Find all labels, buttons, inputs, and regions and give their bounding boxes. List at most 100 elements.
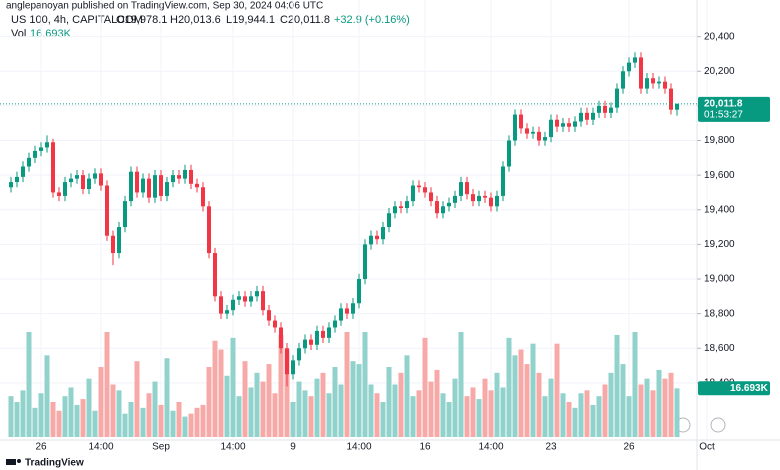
candle-body (555, 119, 559, 127)
candle-body (195, 183, 199, 188)
candle-body (615, 88, 619, 108)
volume-bar (272, 393, 278, 437)
x-tick-label: Oct (699, 442, 715, 453)
candle-body (411, 185, 415, 202)
volume-bar (224, 375, 230, 437)
volume-bar (92, 410, 98, 437)
candle-body (249, 296, 253, 302)
candle-body (465, 182, 469, 195)
volume-bar (86, 378, 92, 437)
volume-bar (320, 372, 326, 437)
candle-body (129, 171, 133, 202)
volume-bar (626, 396, 632, 437)
candle-body (315, 330, 319, 345)
volume-bar (296, 381, 302, 437)
candle-body (213, 253, 217, 297)
candle-body (93, 173, 97, 179)
volume-bar (200, 404, 206, 437)
volume-bar (608, 372, 614, 437)
volume-bar (356, 364, 362, 437)
candle-body (207, 206, 211, 254)
x-tick-label: 26 (35, 442, 47, 453)
volume-bar (464, 396, 470, 437)
volume-bar (620, 364, 626, 437)
volume-bar (260, 381, 266, 437)
volume-bar (38, 393, 44, 437)
candle-body (135, 171, 139, 193)
volume-bar (518, 349, 524, 437)
candle-body (483, 195, 487, 198)
volume-bar (590, 404, 596, 437)
last-volume-box (698, 381, 770, 396)
volume-bar (644, 378, 650, 437)
candle-body (561, 123, 565, 127)
candle-body (75, 175, 79, 179)
volume-bar (566, 402, 572, 437)
candle-body (429, 192, 433, 202)
candle-body (447, 202, 451, 207)
candle-body (141, 178, 145, 193)
x-tick-label: 16 (419, 442, 431, 453)
countdown: 01:53:27 (704, 109, 743, 120)
volume-bar (188, 413, 194, 437)
x-tick-label: 14:00 (478, 442, 503, 453)
grid (0, 0, 708, 440)
volume-bar (584, 390, 590, 437)
volume-bar (476, 399, 482, 437)
candle-body (651, 78, 655, 84)
volume-bar (458, 332, 464, 437)
candle-body (111, 235, 115, 254)
candle-body (21, 166, 25, 177)
candle-body (525, 128, 529, 134)
candle-body (507, 140, 511, 167)
volume-bar (554, 343, 560, 437)
candle-body (333, 320, 337, 328)
candle-body (153, 175, 157, 198)
volume-bar (380, 402, 386, 437)
volume-bar (548, 378, 554, 437)
candles (9, 52, 679, 387)
volume-bar (140, 407, 146, 437)
volume-bar (560, 393, 566, 437)
volume-bar (56, 410, 62, 437)
candle-body (621, 71, 625, 89)
candle-body (327, 327, 331, 338)
candle-body (255, 291, 259, 297)
candle-body (453, 195, 457, 203)
volume-bar (434, 369, 440, 437)
candle-body (261, 291, 265, 311)
y-tick-label: 19,000 (704, 274, 735, 285)
volume-bar (392, 384, 398, 437)
volume-bar (98, 367, 104, 437)
candle-body (201, 187, 205, 207)
volume-bar (656, 369, 662, 437)
candle-body (273, 320, 277, 328)
volume-bar (302, 390, 308, 437)
candle-body (147, 178, 151, 198)
last-volume-label: 16.693K (730, 383, 769, 394)
volume-bar (158, 404, 164, 437)
volume-bar (416, 390, 422, 437)
candle-body (675, 103, 679, 110)
candle-body (405, 201, 409, 209)
candle-body (639, 57, 643, 89)
candle-body (291, 360, 295, 375)
volume-bar (206, 367, 212, 437)
candle-body (369, 235, 373, 245)
volume-bar (404, 355, 410, 437)
volume-bar (8, 396, 14, 437)
volume-bar (602, 384, 608, 437)
volume-title: Vol (11, 28, 26, 40)
candle-body (627, 62, 631, 72)
volume-bar (338, 384, 344, 437)
volume-bar (284, 349, 290, 437)
x-tick-label: 9 (290, 442, 296, 453)
volume-bar (350, 361, 356, 437)
candle-body (123, 201, 127, 228)
candle-body (645, 78, 649, 89)
candle-body (477, 195, 481, 202)
candle-body (387, 213, 391, 228)
volume-bar (662, 378, 668, 437)
candle-body (423, 187, 427, 193)
legend-low: L19,944.1 (226, 14, 275, 26)
